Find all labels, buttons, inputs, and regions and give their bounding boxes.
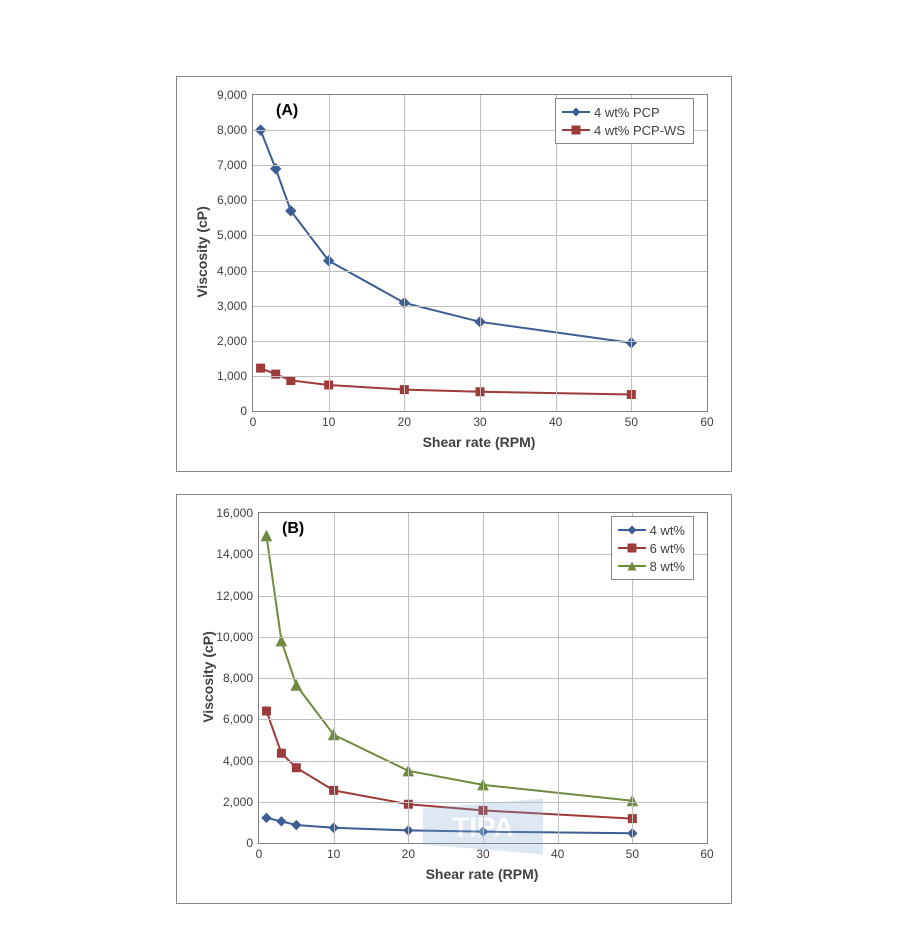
series-marker (257, 364, 265, 372)
x-tick-label: 0 (250, 411, 257, 429)
y-tick-label: 7,000 (217, 158, 253, 172)
series-line (261, 130, 632, 343)
legend-item: 4 wt% (618, 521, 685, 539)
series-marker (287, 376, 295, 384)
series-marker (292, 764, 300, 772)
y-tick-label: 10,000 (216, 630, 259, 644)
y-tick-label: 3,000 (217, 299, 253, 313)
legend-item: 4 wt% PCP (562, 103, 685, 121)
legend-label: 4 wt% PCP (594, 105, 660, 120)
x-tick-label: 40 (551, 843, 564, 861)
legend-swatch (618, 542, 646, 554)
x-tick-label: 10 (322, 411, 335, 429)
chart-a: Viscosity (cP) Shear rate (RPM) (A) 01,0… (176, 76, 732, 472)
series-marker (292, 821, 301, 830)
series-marker (262, 707, 270, 715)
y-tick-label: 4,000 (223, 754, 259, 768)
x-tick-label: 20 (398, 411, 411, 429)
chart-a-y-axis-title: Viscosity (cP) (194, 206, 210, 298)
legend-label: 4 wt% PCP-WS (594, 123, 685, 138)
series-marker (277, 749, 285, 757)
x-tick-label: 30 (476, 843, 489, 861)
y-tick-label: 1,000 (217, 369, 253, 383)
chart-a-legend: 4 wt% PCP 4 wt% PCP-WS (555, 98, 694, 144)
legend-swatch (562, 106, 590, 118)
legend-item: 4 wt% PCP-WS (562, 121, 685, 139)
chart-b-x-axis-title: Shear rate (RPM) (426, 866, 539, 882)
page: Viscosity (cP) Shear rate (RPM) (A) 01,0… (0, 0, 903, 939)
legend-label: 4 wt% (650, 523, 685, 538)
x-tick-label: 60 (700, 843, 713, 861)
series-marker (261, 531, 271, 541)
x-tick-label: 50 (626, 843, 639, 861)
series-line (261, 368, 632, 394)
legend-swatch (618, 524, 646, 536)
x-tick-label: 10 (327, 843, 340, 861)
series-line (266, 818, 632, 833)
series-marker (272, 370, 280, 378)
y-tick-label: 14,000 (216, 547, 259, 561)
y-tick-label: 5,000 (217, 228, 253, 242)
x-tick-label: 50 (625, 411, 638, 429)
x-tick-label: 40 (549, 411, 562, 429)
y-tick-label: 8,000 (223, 671, 259, 685)
legend-swatch (562, 124, 590, 136)
legend-item: 6 wt% (618, 539, 685, 557)
series-marker (291, 680, 301, 690)
y-tick-label: 8,000 (217, 123, 253, 137)
y-tick-label: 16,000 (216, 506, 259, 520)
series-marker (262, 813, 271, 822)
legend-label: 6 wt% (650, 541, 685, 556)
chart-a-x-axis-title: Shear rate (RPM) (423, 434, 536, 450)
legend-swatch (618, 560, 646, 572)
y-tick-label: 9,000 (217, 88, 253, 102)
chart-b-legend: 4 wt% 6 wt% 8 wt% (611, 516, 694, 580)
legend-item: 8 wt% (618, 557, 685, 575)
x-tick-label: 60 (700, 411, 713, 429)
x-tick-label: 20 (402, 843, 415, 861)
series-marker (277, 817, 286, 826)
y-tick-label: 2,000 (217, 334, 253, 348)
y-tick-label: 6,000 (223, 712, 259, 726)
legend-label: 8 wt% (650, 559, 685, 574)
y-tick-label: 6,000 (217, 193, 253, 207)
chart-b: Viscosity (cP) Shear rate (RPM) (B) TIPA… (176, 494, 732, 904)
x-tick-label: 30 (473, 411, 486, 429)
x-tick-label: 0 (256, 843, 263, 861)
chart-b-y-axis-title: Viscosity (cP) (200, 631, 216, 723)
y-tick-label: 2,000 (223, 795, 259, 809)
y-tick-label: 12,000 (216, 589, 259, 603)
y-tick-label: 4,000 (217, 264, 253, 278)
